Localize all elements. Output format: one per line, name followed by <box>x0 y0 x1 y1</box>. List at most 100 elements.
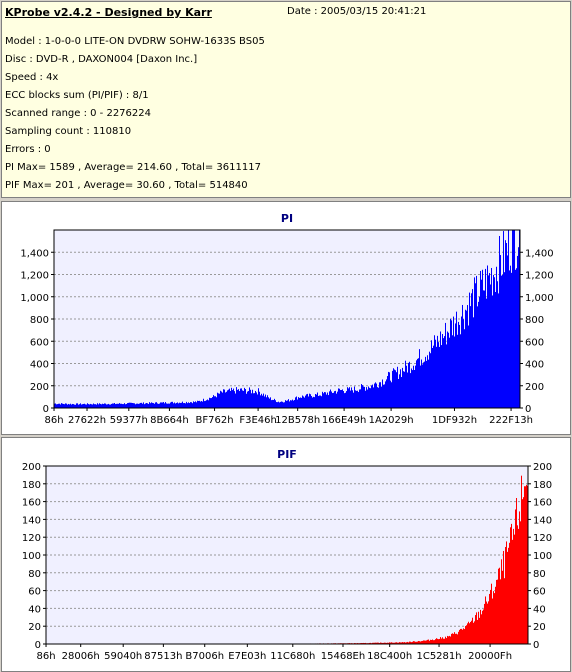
pi-bar <box>122 404 123 408</box>
pi-bar <box>130 402 131 408</box>
pi-bar <box>456 311 457 408</box>
pif-bar <box>391 642 392 644</box>
pi-bar <box>293 400 294 408</box>
pi-bar <box>476 275 477 408</box>
pif-bar <box>513 528 514 644</box>
pi-bar <box>256 392 257 408</box>
pi-bar <box>501 275 502 408</box>
pi-bar <box>285 400 286 408</box>
pif-bar <box>372 642 373 644</box>
pif-bar <box>487 603 488 644</box>
pi-bar <box>175 403 176 408</box>
pi-bar <box>348 388 349 408</box>
pi-bar <box>194 402 195 408</box>
pi-bar <box>101 404 102 408</box>
pi-bar <box>311 396 312 408</box>
pi-bar <box>367 389 368 408</box>
pif-bar <box>418 640 419 644</box>
pif-bar <box>470 621 471 644</box>
pi-bar <box>354 386 355 408</box>
pi-chart-panel: PI 0 0 200 200 400 400 600 600 800 800 1,000 1,000 1,… <box>1 201 571 435</box>
pif-bar <box>463 628 464 644</box>
pif-xtick-label: 86h <box>36 651 55 662</box>
pi-bar <box>371 385 372 408</box>
pif-bar <box>455 633 456 644</box>
pi-bar <box>467 305 468 408</box>
pi-bar <box>76 403 77 408</box>
pi-bar <box>67 404 68 408</box>
pi-bar <box>120 403 121 408</box>
pi-bar <box>249 387 250 408</box>
pi-bar <box>436 346 437 408</box>
pif-bar <box>490 589 491 644</box>
pif-bar <box>467 623 468 644</box>
pi-bar <box>346 391 347 408</box>
pif-ytick-label-left: 0 <box>35 640 41 651</box>
pi-bar <box>159 403 160 408</box>
info-sampling: Sampling count : 110810 <box>5 126 132 137</box>
pi-bar <box>250 389 251 408</box>
pi-ytick-label-right: 600 <box>525 337 544 348</box>
pi-bar <box>337 391 338 408</box>
pi-bar <box>496 266 497 408</box>
pif-bar <box>497 579 498 644</box>
pi-bar <box>75 404 76 408</box>
pi-bar <box>74 404 75 408</box>
pi-bar <box>487 265 488 408</box>
pi-bar <box>507 255 508 408</box>
pif-bar <box>485 596 486 644</box>
pif-bar <box>417 641 418 644</box>
pif-ytick-label-right: 100 <box>533 551 552 562</box>
pif-xtick-label: 28006h <box>62 651 100 662</box>
pi-bar <box>187 403 188 408</box>
pi-bar <box>292 399 293 408</box>
pif-bar <box>448 636 449 644</box>
pi-bar <box>505 240 506 408</box>
pi-bar <box>86 404 87 408</box>
pi-bar <box>511 272 512 408</box>
pi-bar <box>167 403 168 408</box>
pi-bar <box>373 387 374 408</box>
pif-bar <box>506 541 507 644</box>
pi-bar <box>438 342 439 408</box>
pif-bar <box>524 486 525 644</box>
pi-bar <box>516 268 517 408</box>
pi-bar <box>169 403 170 408</box>
pi-bar <box>332 393 333 408</box>
pi-bar <box>503 231 504 408</box>
pi-bar <box>139 403 140 408</box>
pif-bar <box>414 641 415 644</box>
pi-bar <box>380 382 381 408</box>
pi-bar <box>300 397 301 408</box>
pi-bar <box>55 403 56 408</box>
pi-bar <box>470 306 471 408</box>
pi-bar <box>464 329 465 408</box>
pi-bar <box>261 393 262 408</box>
pi-bar <box>255 390 256 408</box>
pif-ytick-label-left: 40 <box>28 604 41 615</box>
pi-bar <box>361 384 362 408</box>
pif-bar <box>517 525 518 644</box>
pif-bar <box>525 486 526 644</box>
pi-bar <box>115 404 116 408</box>
pi-bar <box>200 401 201 408</box>
pi-bar <box>176 402 177 408</box>
pi-bar <box>106 404 107 408</box>
pif-bar <box>370 642 371 644</box>
pif-bar <box>482 610 483 644</box>
pi-bar <box>157 403 158 408</box>
pi-bar <box>328 395 329 408</box>
pi-bar <box>226 391 227 408</box>
pif-bar <box>434 640 435 644</box>
pi-bar <box>81 404 82 408</box>
pif-xtick-label: B7006h <box>185 651 224 662</box>
pif-bar <box>401 642 402 644</box>
pi-bar <box>504 272 505 408</box>
pi-bar <box>72 403 73 408</box>
pif-ytick-label-right: 80 <box>533 569 546 580</box>
pi-bar <box>377 387 378 408</box>
pi-ytick-label-right: 200 <box>525 382 544 393</box>
pi-bar <box>509 270 510 408</box>
pi-bar <box>357 390 358 408</box>
pif-bar <box>440 637 441 644</box>
